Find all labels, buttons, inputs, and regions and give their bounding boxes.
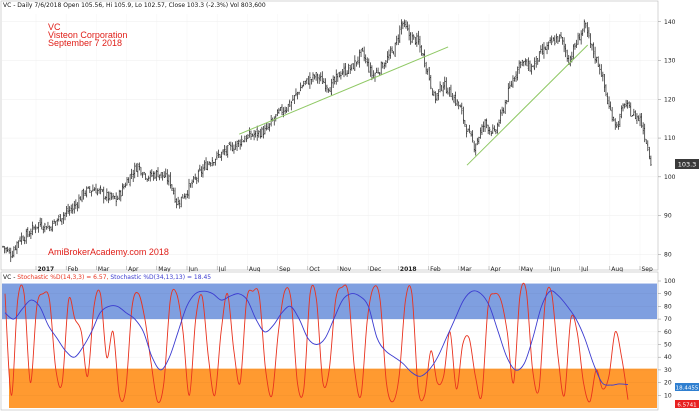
oscillator-y-tick-label: 90 bbox=[664, 291, 672, 298]
oscillator-y-tick-label: 30 bbox=[664, 367, 672, 374]
date-tick-label: Mar bbox=[460, 266, 472, 273]
price-y-tick-label: 120 bbox=[664, 96, 676, 103]
price-y-tick-label: 100 bbox=[664, 174, 676, 181]
date-tick-label: Oct bbox=[309, 266, 320, 273]
trendline bbox=[239, 46, 449, 135]
oscillator-ticker: VC - bbox=[3, 274, 17, 281]
trendlines bbox=[239, 44, 589, 166]
date-tick-label: Feb bbox=[430, 266, 441, 273]
oscillator-y-tick-label: 20 bbox=[664, 380, 672, 387]
date-tick-label: Sep bbox=[642, 266, 654, 273]
k-legend: Stochastic %D(14,3,3) = 6.57, bbox=[17, 274, 108, 281]
date-tick-label: 2018 bbox=[400, 266, 417, 273]
date-tick-label: Mar bbox=[98, 266, 110, 273]
last-price-label: 103.3 bbox=[678, 161, 697, 169]
d-value-badge bbox=[675, 383, 699, 391]
price-y-tick-label: 140 bbox=[664, 19, 676, 26]
date-tick-label: Apr bbox=[128, 266, 139, 273]
date-tick-label: Jul bbox=[218, 266, 227, 273]
date-tick-label: Apr bbox=[491, 266, 502, 273]
date-tick-label: Feb bbox=[68, 266, 79, 273]
price-header: VC - Daily 7/6/2018 Open 105.56, Hi 105.… bbox=[3, 2, 266, 9]
oscillator-y-tick-label: 70 bbox=[664, 316, 672, 323]
date-axis: 2017 Feb Mar Apr May Jun Jul Aug Sep Oct Nov Dec 201… bbox=[35, 266, 654, 273]
price-y-tick-label: 90 bbox=[664, 213, 672, 220]
trendline bbox=[466, 44, 589, 166]
date-tick-label: Sep bbox=[279, 266, 291, 273]
date-tick-label: May bbox=[158, 266, 171, 273]
date-label: September 7 2018 bbox=[48, 38, 122, 48]
price-pane: 80 90 100 110 120 130 140 2017 Feb Mar Apr May Jun J… bbox=[0, 0, 699, 273]
price-y-tick-label: 130 bbox=[664, 58, 676, 65]
date-tick-label: Aug bbox=[611, 266, 623, 273]
date-tick-label: May bbox=[521, 266, 534, 273]
d-value-label: 18.4455 bbox=[676, 385, 699, 391]
date-tick-label: Jul bbox=[580, 266, 589, 273]
oscillator-y-tick-label: 100 bbox=[664, 278, 676, 285]
date-tick-label: Dec bbox=[370, 266, 382, 273]
oscillator-pane: 10 20 30 40 50 60 70 80 90 100 18.4455 6.5741 bbox=[0, 271, 699, 411]
oscillator-header: VC - Stochastic %D(14,3,3) = 6.57, Stoch… bbox=[3, 274, 211, 281]
company-label: Visteon Corporation bbox=[48, 30, 127, 40]
d-legend: Stochastic %D(34,13,13) = 18.45 bbox=[110, 274, 211, 281]
k-value-badge bbox=[675, 400, 699, 408]
price-y-axis: 80 90 100 110 120 130 140 bbox=[658, 19, 676, 258]
date-tick-label: 2017 bbox=[38, 266, 55, 273]
date-tick-label: Jun bbox=[550, 266, 561, 273]
price-y-tick-label: 80 bbox=[664, 251, 672, 258]
price-gridlines bbox=[2, 14, 657, 266]
ticker-label: VC bbox=[48, 22, 61, 32]
k-value-label: 6.5741 bbox=[677, 402, 696, 408]
oscillator-y-tick-label: 80 bbox=[664, 303, 672, 310]
oscillator-y-tick-label: 60 bbox=[664, 329, 672, 336]
oscillator-y-tick-label: 40 bbox=[664, 354, 672, 361]
oscillator-lines bbox=[4, 282, 629, 403]
date-tick-label: Aug bbox=[249, 266, 261, 273]
stochastic-k-line bbox=[4, 282, 629, 403]
oscillator-y-tick-label: 50 bbox=[664, 342, 672, 349]
last-price-badge bbox=[675, 159, 699, 169]
overbought-zone bbox=[2, 283, 657, 320]
price-bars bbox=[2, 19, 652, 263]
oscillator-y-tick-label: 10 bbox=[664, 392, 672, 399]
watermark-label: AmiBrokerAcademy.com 2018 bbox=[48, 247, 169, 257]
oscillator-y-axis: 10 20 30 40 50 60 70 80 90 100 bbox=[658, 278, 676, 399]
price-y-tick-label: 110 bbox=[664, 135, 676, 142]
date-tick-label: Jun bbox=[188, 266, 199, 273]
stochastic-d-line bbox=[4, 290, 629, 386]
date-tick-label: Nov bbox=[340, 266, 352, 273]
